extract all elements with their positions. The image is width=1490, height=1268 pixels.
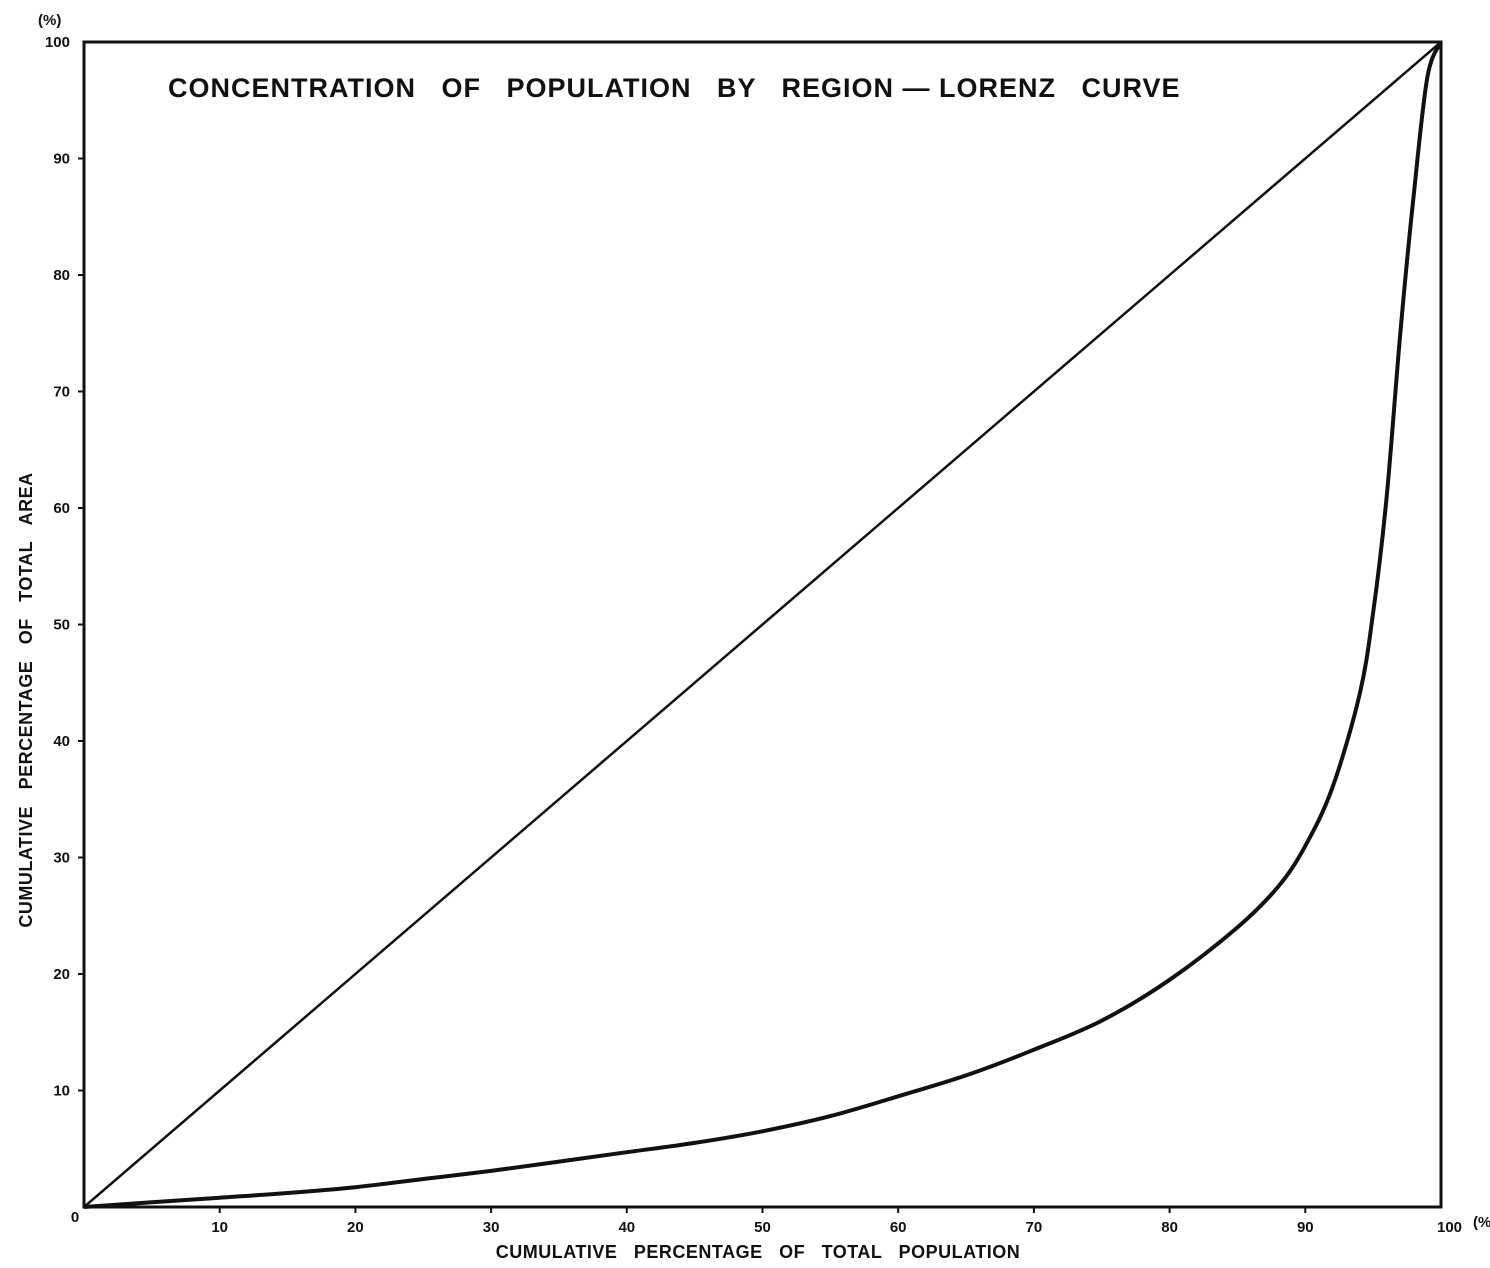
x-unit-label: (%) <box>1473 1214 1490 1231</box>
x-tick-label: 60 <box>890 1219 907 1236</box>
x-tick-label: 10 <box>211 1219 228 1236</box>
y-axis-title: CUMULATIVE PERCENTAGE OF TOTAL AREA <box>16 472 36 927</box>
x-tick-label: 80 <box>1161 1219 1178 1236</box>
y-unit-label: (%) <box>38 12 61 29</box>
y-tick-label: 90 <box>53 151 70 168</box>
x-tick-label: 0 <box>71 1209 79 1226</box>
x-tick-label: 40 <box>618 1219 635 1236</box>
y-tick-label: 80 <box>53 267 70 284</box>
x-tick-label: 20 <box>347 1219 364 1236</box>
y-tick-label: 10 <box>53 1083 70 1100</box>
x-tick-label: 70 <box>1026 1219 1043 1236</box>
y-tick-label: 100 <box>45 34 70 51</box>
x-tick-label: 90 <box>1297 1219 1314 1236</box>
axis-tick-labels: 0 10 20 30 40 50 60 70 80 90 100 10 20 30 40 50 60 70 80 90… <box>45 34 1462 1236</box>
x-tick-label: 30 <box>483 1219 500 1236</box>
series-layer <box>83 41 1443 1209</box>
y-tick-label: 40 <box>53 733 70 750</box>
x-tick-label: 50 <box>754 1219 771 1236</box>
y-tick-label: 50 <box>53 617 70 634</box>
x-axis-title: CUMULATIVE PERCENTAGE OF TOTAL POPULATIO… <box>496 1242 1021 1262</box>
y-tick-label: 60 <box>53 500 70 517</box>
lorenz-curve <box>83 41 1443 1209</box>
chart-title: CONCENTRATION OF POPULATION BY REGION — … <box>168 73 1181 103</box>
y-tick-label: 30 <box>53 850 70 867</box>
y-tick-label: 70 <box>53 384 70 401</box>
equality-line <box>83 41 1442 1208</box>
y-tick-label: 20 <box>53 966 70 983</box>
x-tick-label: 100 <box>1437 1219 1462 1236</box>
axis-ticks <box>78 157 1307 1213</box>
